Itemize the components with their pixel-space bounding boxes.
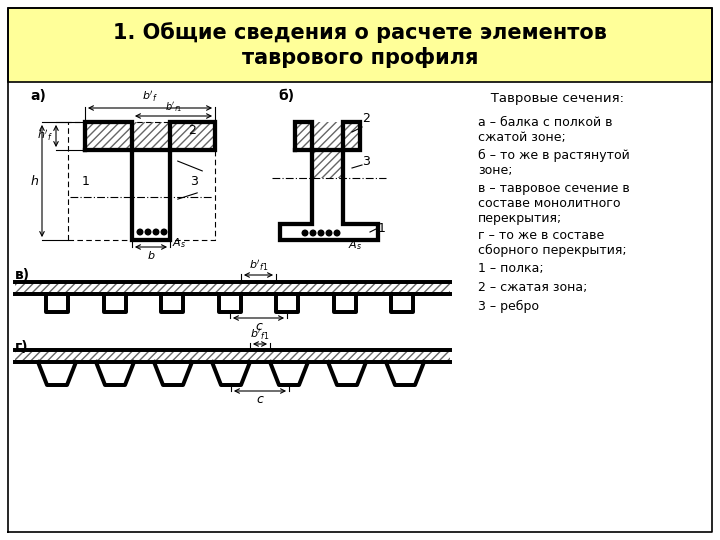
Text: c: c <box>256 393 264 406</box>
Text: в – тавровое сечение в
составе монолитного
перекрытия;: в – тавровое сечение в составе монолитно… <box>478 182 630 225</box>
Text: 1: 1 <box>378 222 386 235</box>
Circle shape <box>145 229 150 235</box>
Text: $A_s$: $A_s$ <box>172 236 186 250</box>
Text: 3: 3 <box>362 155 370 168</box>
Circle shape <box>334 230 340 236</box>
Text: $b'_{f1}$: $b'_{f1}$ <box>251 327 270 342</box>
Text: $b'_{f1}$: $b'_{f1}$ <box>249 258 268 273</box>
Circle shape <box>310 230 316 236</box>
Bar <box>295 122 360 150</box>
FancyBboxPatch shape <box>8 8 712 82</box>
Bar <box>85 122 215 150</box>
Text: 3: 3 <box>190 175 198 188</box>
Text: 2: 2 <box>188 124 196 137</box>
Text: $b'_f$: $b'_f$ <box>142 89 158 104</box>
Circle shape <box>318 230 324 236</box>
Bar <box>15 282 450 294</box>
Text: Тавровые сечения:: Тавровые сечения: <box>478 92 624 105</box>
Text: в): в) <box>15 268 30 282</box>
Text: 2: 2 <box>362 112 370 125</box>
Text: 2 – сжатая зона;: 2 – сжатая зона; <box>478 281 588 294</box>
Circle shape <box>326 230 332 236</box>
Text: а – балка с полкой в
сжатой зоне;: а – балка с полкой в сжатой зоне; <box>478 116 613 144</box>
Text: а): а) <box>30 89 46 103</box>
Circle shape <box>302 230 308 236</box>
Text: $h'_f$: $h'_f$ <box>37 129 53 144</box>
Circle shape <box>153 229 159 235</box>
Text: б – то же в растянутой
зоне;: б – то же в растянутой зоне; <box>478 149 630 177</box>
Text: c: c <box>255 320 262 333</box>
Text: $b$: $b$ <box>147 249 156 261</box>
Text: 1 – полка;: 1 – полка; <box>478 262 544 275</box>
Text: 1. Общие сведения о расчете элементов
таврового профиля: 1. Общие сведения о расчете элементов та… <box>113 22 607 68</box>
Text: 3 – ребро: 3 – ребро <box>478 300 539 313</box>
Text: $b'_{f1}$: $b'_{f1}$ <box>165 100 182 114</box>
Text: б): б) <box>278 89 294 103</box>
Bar <box>312 150 343 178</box>
Bar <box>15 350 450 362</box>
Text: г): г) <box>15 340 29 354</box>
Circle shape <box>161 229 167 235</box>
Circle shape <box>138 229 143 235</box>
Text: $h$: $h$ <box>30 174 39 188</box>
Text: 1: 1 <box>82 175 90 188</box>
Text: г – то же в составе
сборного перекрытия;: г – то же в составе сборного перекрытия; <box>478 229 626 257</box>
Text: $A_s$: $A_s$ <box>348 238 362 252</box>
